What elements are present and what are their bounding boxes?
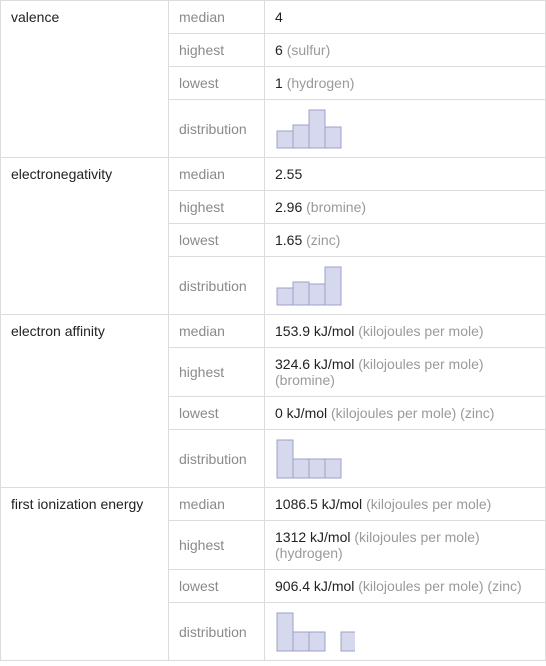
stat-label: distribution <box>169 603 265 661</box>
distribution-cell <box>265 100 546 158</box>
value-cell: 1.65 (zinc) <box>265 224 546 257</box>
value-cell: 153.9 kJ/mol (kilojoules per mole) <box>265 315 546 348</box>
value-text: 2.96 <box>275 199 302 215</box>
table-row: valencemedian4 <box>1 1 546 34</box>
value-secondary: (kilojoules per mole) <box>366 496 491 512</box>
value-secondary: (bromine) <box>306 199 366 215</box>
distribution-cell <box>265 603 546 661</box>
stat-label: lowest <box>169 570 265 603</box>
value-text: 906.4 kJ/mol <box>275 578 354 594</box>
value-cell: 2.55 <box>265 158 546 191</box>
table-row: electronegativitymedian2.55 <box>1 158 546 191</box>
value-text: 2.55 <box>275 166 302 182</box>
stat-label: median <box>169 1 265 34</box>
value-text: 0 kJ/mol <box>275 405 327 421</box>
distribution-chart <box>275 612 355 652</box>
value-secondary: (kilojoules per mole) (zinc) <box>358 578 521 594</box>
value-cell: 2.96 (bromine) <box>265 191 546 224</box>
value-text: 1086.5 kJ/mol <box>275 496 362 512</box>
table-row: electron affinitymedian153.9 kJ/mol (kil… <box>1 315 546 348</box>
group-label: first ionization energy <box>1 488 169 661</box>
value-cell: 1 (hydrogen) <box>265 67 546 100</box>
value-text: 6 <box>275 42 283 58</box>
value-text: 153.9 kJ/mol <box>275 323 354 339</box>
stat-label: highest <box>169 521 265 570</box>
group-label: valence <box>1 1 169 158</box>
stat-label: median <box>169 158 265 191</box>
value-cell: 324.6 kJ/mol (kilojoules per mole) (brom… <box>265 348 546 397</box>
stat-label: highest <box>169 191 265 224</box>
value-text: 4 <box>275 9 283 25</box>
value-secondary: (kilojoules per mole) <box>358 323 483 339</box>
group-label: electron affinity <box>1 315 169 488</box>
stat-label: highest <box>169 34 265 67</box>
value-cell: 0 kJ/mol (kilojoules per mole) (zinc) <box>265 397 546 430</box>
value-text: 1 <box>275 75 283 91</box>
distribution-chart <box>275 266 355 306</box>
stat-label: median <box>169 315 265 348</box>
stat-label: distribution <box>169 430 265 488</box>
distribution-chart <box>275 109 355 149</box>
value-text: 1312 kJ/mol <box>275 529 350 545</box>
value-secondary: (hydrogen) <box>287 75 355 91</box>
value-secondary: (sulfur) <box>287 42 331 58</box>
value-cell: 6 (sulfur) <box>265 34 546 67</box>
distribution-cell <box>265 257 546 315</box>
value-secondary: (zinc) <box>306 232 340 248</box>
value-cell: 1086.5 kJ/mol (kilojoules per mole) <box>265 488 546 521</box>
properties-table: valencemedian4highest6 (sulfur)lowest1 (… <box>0 0 546 661</box>
distribution-cell <box>265 430 546 488</box>
stat-label: highest <box>169 348 265 397</box>
value-cell: 1312 kJ/mol (kilojoules per mole) (hydro… <box>265 521 546 570</box>
stat-label: lowest <box>169 397 265 430</box>
group-label: electronegativity <box>1 158 169 315</box>
value-text: 324.6 kJ/mol <box>275 356 354 372</box>
stat-label: distribution <box>169 257 265 315</box>
value-text: 1.65 <box>275 232 302 248</box>
stat-label: distribution <box>169 100 265 158</box>
value-secondary: (kilojoules per mole) (zinc) <box>331 405 494 421</box>
distribution-chart <box>275 439 355 479</box>
stat-label: median <box>169 488 265 521</box>
value-cell: 4 <box>265 1 546 34</box>
value-cell: 906.4 kJ/mol (kilojoules per mole) (zinc… <box>265 570 546 603</box>
stat-label: lowest <box>169 224 265 257</box>
table-row: first ionization energymedian1086.5 kJ/m… <box>1 488 546 521</box>
stat-label: lowest <box>169 67 265 100</box>
